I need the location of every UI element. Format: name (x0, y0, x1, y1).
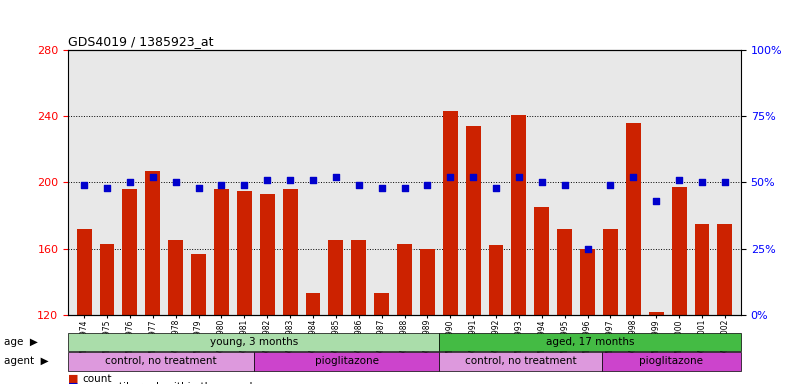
Bar (649, 311, 664, 315)
Bar (68, 333, 439, 351)
Bar (489, 245, 504, 315)
Bar (260, 194, 275, 315)
Point (398, 185, 411, 191)
Bar (328, 240, 344, 315)
Point (101, 185, 114, 191)
Bar (283, 189, 297, 315)
Point (582, 246, 594, 252)
Text: agent  ▶: agent ▶ (4, 356, 49, 366)
Bar (439, 333, 741, 351)
Bar (352, 240, 366, 315)
Bar (465, 126, 481, 315)
Point (147, 174, 159, 180)
Point (215, 182, 227, 188)
Bar (557, 229, 572, 315)
Point (558, 182, 571, 188)
Bar (254, 352, 439, 371)
Point (329, 174, 342, 180)
Point (467, 174, 480, 180)
Bar (718, 224, 732, 315)
Point (284, 177, 296, 183)
Bar (603, 229, 618, 315)
Text: pioglitazone: pioglitazone (639, 356, 703, 366)
Bar (99, 244, 115, 315)
Bar (77, 229, 91, 315)
Point (695, 179, 708, 185)
Bar (439, 352, 602, 371)
Point (123, 179, 136, 185)
Text: ■: ■ (68, 374, 78, 384)
Point (444, 174, 457, 180)
Bar (626, 123, 641, 315)
Text: percentile rank within the sample: percentile rank within the sample (83, 382, 259, 384)
Bar (374, 293, 389, 315)
Text: count: count (83, 374, 112, 384)
Bar (397, 244, 412, 315)
Point (421, 182, 434, 188)
Bar (214, 189, 229, 315)
Bar (694, 224, 710, 315)
Point (604, 182, 617, 188)
Text: age  ▶: age ▶ (4, 337, 38, 347)
Text: young, 3 months: young, 3 months (210, 337, 298, 347)
Bar (68, 352, 254, 371)
Bar (305, 293, 320, 315)
Bar (443, 111, 457, 315)
Bar (123, 189, 137, 315)
Point (261, 177, 274, 183)
Bar (145, 171, 160, 315)
Point (192, 185, 205, 191)
Bar (191, 253, 206, 315)
Bar (420, 249, 435, 315)
Text: pioglitazone: pioglitazone (315, 356, 379, 366)
Text: control, no treatment: control, no treatment (465, 356, 577, 366)
Point (718, 179, 731, 185)
Point (375, 185, 388, 191)
Point (238, 182, 251, 188)
Point (169, 179, 182, 185)
Point (78, 182, 91, 188)
Text: aged, 17 months: aged, 17 months (545, 337, 634, 347)
Bar (512, 114, 526, 315)
Text: ■: ■ (68, 382, 78, 384)
Point (535, 179, 548, 185)
Point (650, 198, 662, 204)
Text: GDS4019 / 1385923_at: GDS4019 / 1385923_at (68, 35, 214, 48)
Bar (237, 191, 252, 315)
Point (352, 182, 365, 188)
Bar (534, 207, 549, 315)
Bar (580, 249, 595, 315)
Point (307, 177, 320, 183)
Text: control, no treatment: control, no treatment (105, 356, 217, 366)
Point (627, 174, 640, 180)
Point (673, 177, 686, 183)
Bar (672, 187, 686, 315)
Point (513, 174, 525, 180)
Bar (168, 240, 183, 315)
Bar (602, 352, 741, 371)
Point (489, 185, 502, 191)
